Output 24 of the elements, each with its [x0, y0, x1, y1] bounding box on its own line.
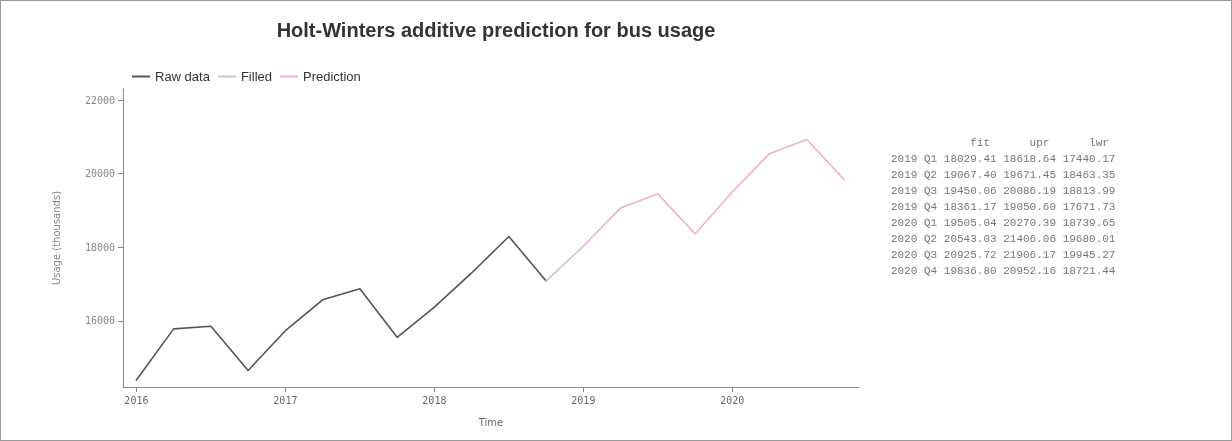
legend-label: Raw data — [155, 69, 211, 84]
chart-title: Holt-Winters additive prediction for bus usage — [276, 19, 716, 41]
x-tick-label: 2020 — [720, 394, 745, 406]
text: 2020 Q1 19505.04 20270.39 18739.65 — [891, 216, 1116, 229]
text: 2020 Q2 20543.03 21406.06 19680.01 — [891, 232, 1116, 245]
legend-label: Prediction — [302, 69, 361, 84]
y-axis-title: Usage (thousands) — [50, 190, 62, 286]
x-tick-label: 2016 — [124, 394, 149, 406]
text: 2019 Q4 18361.17 19050.60 17671.73 — [891, 200, 1116, 213]
y-tick-label: 22000 — [84, 94, 115, 106]
x-tick-label: 2017 — [273, 394, 298, 406]
x-axis-title: Time — [477, 416, 504, 428]
y-tick-label: 16000 — [84, 315, 115, 327]
text: 2019 Q1 18029.41 18618.64 17440.17 — [891, 152, 1116, 165]
x-tick-label: 2019 — [571, 394, 596, 406]
x-tick-label: 2018 — [422, 394, 447, 406]
text: 2020 Q4 19836.80 20952.16 18721.44 — [891, 264, 1116, 277]
text: 2020 Q3 20925.72 21906.17 19945.27 — [891, 248, 1116, 261]
legend-label: Filled — [240, 69, 272, 84]
text: 2019 Q2 19067.40 19671.45 18463.35 — [891, 168, 1116, 181]
y-tick-label: 20000 — [84, 168, 115, 180]
text: 2019 Q3 19450.06 20086.19 18813.99 — [891, 184, 1116, 197]
text: fit upr lwr — [891, 136, 1109, 149]
y-tick-label: 18000 — [84, 241, 115, 253]
